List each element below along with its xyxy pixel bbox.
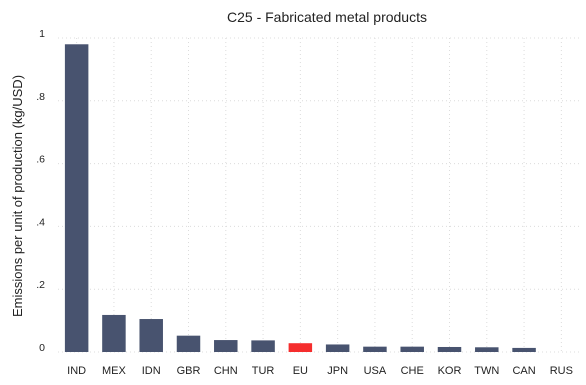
- bar-kor: [437, 346, 462, 352]
- y-tick-label: 1: [39, 28, 45, 40]
- grid-layer: [58, 37, 580, 353]
- y-tick-label: 0: [39, 342, 45, 354]
- x-tick-label: CAN: [512, 365, 535, 377]
- x-tick-label: JPN: [327, 365, 348, 377]
- axis-layer: 0 .2 .4 .6 .8 1 IND MEX IDN GBR CHN TUR EU JPN USA CHE K…: [36, 28, 573, 377]
- x-tick-label: USA: [364, 365, 387, 377]
- y-axis-label: Emissions per unit of production (kg/USD…: [10, 75, 25, 317]
- bar-che: [400, 346, 424, 352]
- y-tick-label: .4: [36, 216, 45, 228]
- bar-jpn: [325, 344, 350, 352]
- y-tick-label: .6: [36, 154, 45, 166]
- bar-chn: [214, 340, 238, 352]
- y-tick-label: .8: [36, 91, 45, 103]
- x-tick-label: MEX: [102, 365, 127, 377]
- bar-usa: [363, 346, 387, 352]
- bar-ind: [64, 44, 89, 352]
- x-tick-label: IND: [67, 365, 86, 377]
- bar-idn: [139, 319, 163, 352]
- y-tick-label: .2: [36, 279, 45, 291]
- x-tick-label: CHN: [214, 365, 238, 377]
- x-tick-label: GBR: [177, 365, 201, 377]
- x-tick-label: TWN: [474, 365, 499, 377]
- x-tick-label: IDN: [142, 365, 161, 377]
- bars-layer: [64, 44, 536, 352]
- bar-tur: [251, 340, 275, 352]
- x-tick-label: TUR: [252, 365, 275, 377]
- chart-title: C25 - Fabricated metal products: [227, 9, 427, 25]
- bar-gbr: [176, 335, 201, 352]
- x-tick-label: RUS: [550, 365, 573, 377]
- x-tick-label: KOR: [438, 365, 462, 377]
- x-tick-label: CHE: [401, 365, 424, 377]
- bar-can: [512, 347, 536, 352]
- x-tick-label: EU: [293, 365, 308, 377]
- bar-eu: [288, 343, 313, 352]
- bar-twn: [475, 347, 499, 352]
- bar-mex: [102, 314, 126, 352]
